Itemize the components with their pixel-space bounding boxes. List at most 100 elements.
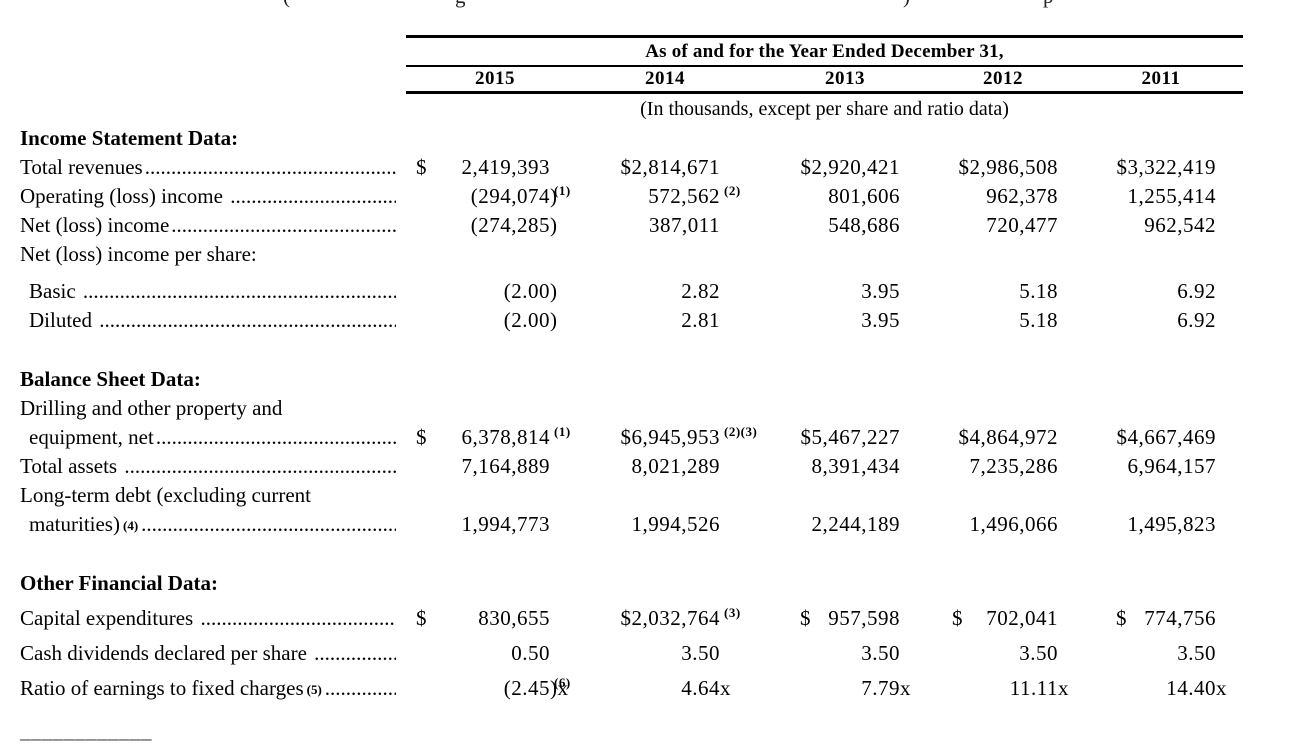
year-label: 2011 xyxy=(1141,68,1181,89)
cell-value: 6,378,814 xyxy=(461,425,550,449)
row-label: Basic xyxy=(20,277,406,306)
year-label: 2015 xyxy=(475,68,515,89)
section-heading-row: Income Statement Data: xyxy=(20,124,1316,153)
table-cell: 2.81 xyxy=(556,306,726,335)
cell-value: (2.00 xyxy=(503,279,550,303)
table-cell: 3.50 xyxy=(556,639,726,668)
table-cell: (2.00) xyxy=(406,306,557,335)
cell-value: 1,495,823 xyxy=(1127,512,1216,536)
cell-value: $2,920,421 xyxy=(800,155,900,179)
table-cell: $6,945,953 (2)(3) xyxy=(556,423,757,452)
table-cell: 720,477 xyxy=(906,211,1064,240)
table-cell: $4,667,469 xyxy=(1064,423,1222,452)
cell-value: 5.18 xyxy=(1019,279,1058,303)
cell-value: 962,542 xyxy=(1144,213,1216,237)
cell-value: 957,598 xyxy=(828,606,900,630)
table-cell: 2,244,189 xyxy=(726,510,906,539)
table-cell: 6.92 xyxy=(1064,277,1222,306)
cell-value: (294,074 xyxy=(470,184,550,208)
table-cell: 7,164,889 xyxy=(406,452,556,481)
currency-value-group: $830,655 xyxy=(416,604,550,633)
row-label-text: Balance Sheet Data: xyxy=(20,367,201,391)
currency-value-group: $6,378,814 xyxy=(416,423,550,452)
table-cell: (2.00) xyxy=(406,277,557,306)
row-label-text: Basic xyxy=(29,279,81,303)
row-label-text: Total assets xyxy=(20,454,123,478)
table-cell: $5,467,227 xyxy=(726,423,906,452)
row-label: Net (loss) income per share: xyxy=(20,240,406,269)
cell-value: 2,244,189 xyxy=(811,512,900,536)
year-column-2013: 2013 xyxy=(726,69,906,89)
table-cell: 3.95 xyxy=(726,277,906,306)
table-cell: $2,032,764 (3) xyxy=(556,604,741,633)
row-label: Long-term debt (excluding current xyxy=(20,481,406,510)
dot-leader xyxy=(99,306,396,335)
cell-value: 1,994,526 xyxy=(631,512,720,536)
cell-value: 8,391,434 xyxy=(811,454,900,478)
table-row: Capital expenditures $830,655$2,032,764(… xyxy=(20,604,1316,633)
table-row: Total assets 7,164,889 8,021,289 8,391,434… xyxy=(20,452,1316,481)
table-header-title: As of and for the Year Ended December 31… xyxy=(406,35,1243,67)
year-column-2011: 2011 xyxy=(1064,69,1222,89)
cell-value: 2.82 xyxy=(681,279,720,303)
table-body: Income Statement Data: Total revenues $2,4… xyxy=(20,124,1316,703)
year-label: 2013 xyxy=(825,68,865,89)
dot-leader xyxy=(325,674,396,703)
row-label-text: Drilling and other property and xyxy=(20,396,283,420)
dot-leader xyxy=(156,423,396,452)
cell-value: 801,606 xyxy=(828,184,900,208)
cell-value: 7,235,286 xyxy=(969,454,1058,478)
row-label: Operating (loss) income xyxy=(20,182,406,211)
section-heading-row: Other Financial Data: xyxy=(20,569,1316,598)
section-heading-row: Balance Sheet Data: xyxy=(20,365,1316,394)
cell-value: 387,011 xyxy=(649,213,720,237)
cell-value: 3.95 xyxy=(861,308,900,332)
cell-value: 6,964,157 xyxy=(1127,454,1216,478)
footnote-divider: ____________ xyxy=(20,721,1316,742)
cell-value: 3.50 xyxy=(681,641,720,665)
table-cell: 3.50 xyxy=(1064,639,1222,668)
cell-value: 0.50 xyxy=(511,641,550,665)
cell-value: 572,562 xyxy=(648,184,720,208)
currency-value-group: $2,419,393 xyxy=(416,153,550,182)
table-cell: 8,391,434 xyxy=(726,452,906,481)
year-column-2012: 2012 xyxy=(906,69,1064,89)
table-cell: $774,756 xyxy=(1064,604,1222,633)
table-row: Net (loss) income per share: xyxy=(20,240,1316,269)
table-cell: 0.50 xyxy=(406,639,556,668)
row-label: Income Statement Data: xyxy=(20,124,406,153)
table-cell: $4,864,972 xyxy=(906,423,1064,452)
table-row: Long-term debt (excluding current xyxy=(20,481,1316,510)
row-label-text: equipment, net xyxy=(29,425,154,449)
table-cell: $2,814,671 xyxy=(556,153,726,182)
table-cell: $2,986,508 xyxy=(906,153,1064,182)
dot-leader xyxy=(200,604,396,633)
dollar-sign: $ xyxy=(416,155,427,179)
cell-value: $2,986,508 xyxy=(958,155,1058,179)
table-cell: (294,074) (1) xyxy=(406,182,570,211)
dot-leader xyxy=(83,277,396,306)
cell-value: 8,021,289 xyxy=(631,454,720,478)
cell-value: $2,032,764 xyxy=(620,606,720,630)
table-cell: 1,994,526 xyxy=(556,510,726,539)
cell-value: 1,994,773 xyxy=(461,512,550,536)
cell-value: (274,285 xyxy=(470,213,550,237)
cell-value: 1,255,414 xyxy=(1127,184,1216,208)
clipped-glyph: g xyxy=(455,0,466,9)
dollar-sign: $ xyxy=(800,606,811,630)
table-cell: 962,542 xyxy=(1064,211,1222,240)
cell-value: $5,467,227 xyxy=(800,425,900,449)
cell-value: 2.81 xyxy=(681,308,720,332)
year-columns-row: 2015 2014 2013 2012 2011 xyxy=(406,67,1243,94)
table-cell: 5.18 xyxy=(906,277,1064,306)
cell-value: 7.79 xyxy=(861,676,900,700)
table-cell: 7,235,286 xyxy=(906,452,1064,481)
cell-value: 548,686 xyxy=(828,213,900,237)
table-cell: $2,419,393 xyxy=(406,153,556,182)
row-label: Capital expenditures xyxy=(20,604,406,633)
table-cell: 6.92 xyxy=(1064,306,1222,335)
footnote-divider-text: ____________ xyxy=(20,719,152,743)
table-cell: (2.45)x (6) xyxy=(406,674,570,703)
table-cell: 14.40 x xyxy=(1064,674,1226,703)
dot-leader xyxy=(171,211,396,240)
